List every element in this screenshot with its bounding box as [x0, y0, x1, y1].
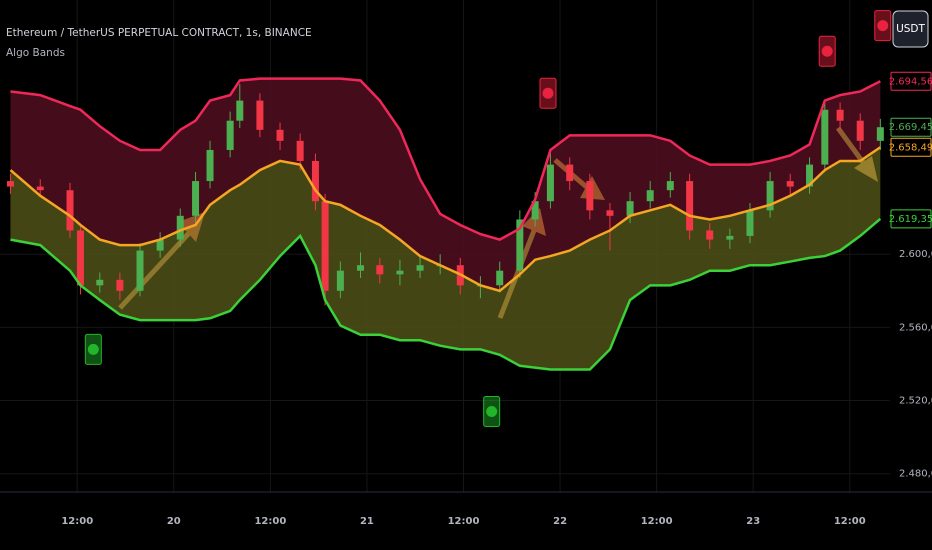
x-tick-label: 20: [167, 516, 181, 527]
y-tick-label: 2.480,00: [899, 469, 932, 480]
candle-body: [821, 109, 829, 165]
trend-arrow: [497, 227, 538, 319]
price-label-box: [890, 71, 932, 91]
candle-body: [192, 181, 200, 216]
candle-body: [666, 181, 674, 191]
x-tick-label: 12:00: [61, 516, 93, 527]
candle-body: [856, 120, 864, 141]
y-tick-label: 2.520,00: [899, 396, 932, 407]
candle-body: [646, 190, 654, 202]
candle-body: [726, 235, 734, 240]
x-tick-label: 12:00: [254, 516, 286, 527]
x-tick-label: 12:00: [834, 516, 866, 527]
candle-body: [176, 215, 184, 240]
band-layer: [9, 77, 882, 371]
price-label-box: [890, 117, 932, 137]
price-label-box: [890, 209, 932, 229]
candle-body: [296, 140, 304, 161]
candle-body: [836, 109, 844, 121]
x-tick-label: 21: [360, 516, 374, 527]
price-label: 2.619,35: [889, 214, 932, 225]
band-line: [10, 217, 882, 371]
candle-body: [236, 100, 244, 121]
candle-body: [876, 127, 884, 141]
candle-body: [321, 201, 329, 291]
band-line: [10, 77, 881, 241]
candle-body: [396, 270, 404, 275]
y-tick-label: 2.560,00: [899, 322, 932, 333]
price-label-box: [890, 137, 932, 157]
candle-body: [686, 181, 694, 231]
signal-dot: [877, 20, 889, 32]
x-tick-label: 12:00: [641, 516, 673, 527]
price-label: 2.694,56: [889, 76, 932, 87]
candle-body: [531, 201, 539, 220]
price-label: 2.669,45: [889, 122, 932, 133]
candle-body: [66, 190, 74, 231]
candle-body: [36, 186, 44, 191]
candle-body: [766, 181, 774, 211]
candle-body: [276, 129, 284, 141]
candle-body: [746, 210, 754, 236]
price-label: 2.658,49: [889, 142, 932, 153]
arrow-head: [854, 156, 878, 182]
indicator-name: Algo Bands: [6, 47, 65, 59]
candle-body: [496, 270, 504, 286]
candle-body: [546, 164, 554, 202]
candle-body: [806, 164, 814, 187]
candle-body: [6, 181, 14, 187]
trend-arrow: [118, 230, 192, 310]
candle-body: [96, 279, 104, 286]
candle-body: [516, 219, 524, 271]
candle-body: [311, 160, 319, 202]
candle-body: [136, 250, 144, 291]
candle-body: [416, 265, 424, 271]
axis-layer: 2.480,00 2.520,00 2.560,00 2.600,00 12:00 20 1…: [0, 71, 932, 527]
x-tick-label: 23: [746, 516, 760, 527]
candle-body: [357, 265, 365, 271]
band-line: [9, 146, 882, 293]
candle-body: [626, 201, 634, 216]
arrow-head: [522, 208, 546, 236]
candle-body: [156, 239, 164, 251]
candle-body: [376, 265, 384, 275]
candle-body: [226, 120, 234, 150]
x-tick-label: 12:00: [448, 516, 480, 527]
signal-dot: [821, 45, 833, 57]
candle-body: [256, 100, 264, 130]
candle-body: [586, 181, 594, 211]
candle-body: [606, 210, 614, 216]
candle-body: [706, 230, 714, 240]
currency-label[interactable]: USDT: [896, 23, 925, 35]
candle-body: [116, 279, 124, 291]
signal-dot: [87, 343, 99, 355]
signal-layer: [84, 10, 892, 428]
candle-body: [76, 230, 84, 286]
signal-dot: [486, 406, 498, 418]
currency-button[interactable]: [892, 10, 929, 48]
candle-body: [206, 149, 214, 182]
y-tick-label: 2.600,00: [899, 249, 932, 260]
signal-dot: [542, 87, 554, 99]
trend-arrow: [835, 126, 868, 167]
band-fill: [10, 147, 881, 370]
candle-body: [336, 270, 344, 291]
x-tick-label: 22: [553, 516, 567, 527]
candle-body: [786, 181, 794, 187]
candle-body: [566, 164, 574, 182]
chart-title: Ethereum / TetherUS PERPETUAL CONTRACT, …: [6, 27, 312, 39]
candle-layer: [6, 84, 884, 306]
